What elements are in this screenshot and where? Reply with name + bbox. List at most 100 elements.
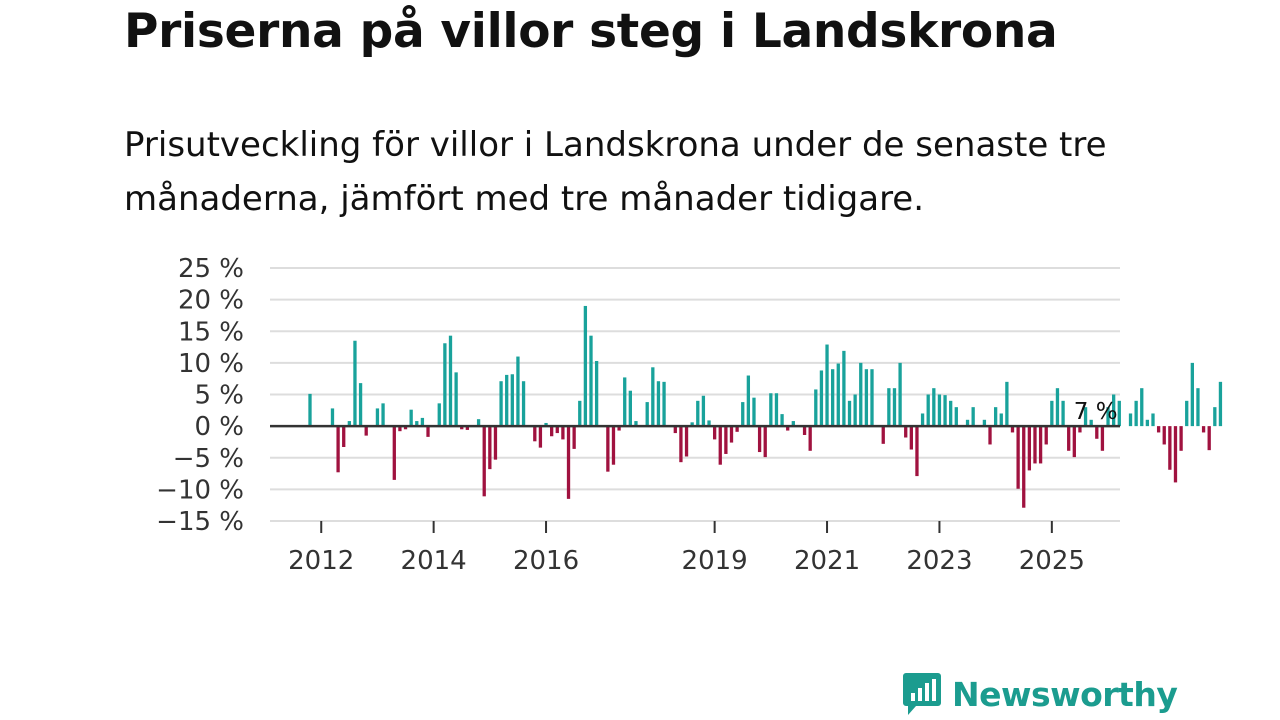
bar-positive	[937, 394, 942, 427]
bar-positive	[1145, 419, 1150, 427]
bar-positive	[746, 375, 751, 427]
brand-name: Newsworthy	[952, 674, 1178, 714]
bar-positive	[437, 403, 441, 427]
bar-positive	[409, 409, 413, 427]
bar-negative	[904, 426, 908, 438]
bar-negative	[1044, 426, 1048, 445]
chart-subtitle: Prisutveckling för villor i Landskrona u…	[124, 125, 1107, 219]
newsworthy-logo: Newsworthy	[902, 670, 1178, 718]
bar-positive	[898, 362, 902, 427]
x-tick-label: 2019	[682, 546, 748, 576]
bar-layer	[308, 305, 1223, 508]
bar-positive	[651, 367, 655, 427]
bar-positive	[741, 402, 745, 427]
bar-negative	[1100, 426, 1105, 451]
bar-positive	[943, 395, 947, 427]
bar-positive	[690, 422, 694, 427]
bar-positive	[1185, 400, 1189, 427]
bar-positive	[1128, 413, 1133, 427]
axis-layer: −15 %−10 %−5 %0 %5 %10 %15 %20 %25 % 2012…	[156, 254, 1120, 576]
bar-positive	[628, 390, 632, 427]
bar-negative	[488, 426, 492, 470]
bar-negative	[1168, 426, 1172, 470]
x-tick-label: 2025	[1019, 546, 1085, 576]
bar-negative	[611, 426, 616, 465]
bar-negative	[403, 426, 408, 430]
bar-positive	[454, 372, 458, 427]
bar-positive	[353, 340, 357, 427]
bar-negative	[673, 426, 677, 434]
bar-positive	[1083, 407, 1088, 427]
bar-negative	[684, 426, 689, 457]
bar-negative	[1033, 426, 1037, 464]
bar-negative	[364, 426, 368, 436]
x-tick-label: 2012	[288, 546, 354, 576]
bar-positive	[971, 407, 975, 427]
bar-positive	[448, 335, 453, 427]
bar-positive	[1196, 388, 1200, 427]
bar-chart: −15 %−10 %−5 %0 %5 %10 %15 %20 %25 % 2012…	[156, 254, 1223, 576]
bar-positive	[864, 369, 869, 427]
bar-negative	[561, 426, 565, 440]
bar-negative	[342, 426, 346, 447]
bar-positive	[1061, 400, 1065, 427]
bar-positive	[836, 363, 840, 427]
bar-positive	[954, 407, 958, 427]
x-tick-label: 2021	[794, 546, 860, 576]
bar-positive	[993, 407, 998, 427]
bar-positive	[583, 305, 588, 427]
bar-positive	[1140, 388, 1144, 427]
bar-negative	[1016, 426, 1020, 489]
bar-negative	[718, 426, 722, 465]
bar-positive	[578, 400, 582, 427]
bar-positive	[645, 402, 649, 427]
y-tick-label: −10 %	[156, 475, 244, 505]
bar-negative	[482, 426, 486, 497]
bar-negative	[617, 426, 621, 431]
bar-positive	[769, 393, 773, 427]
bar-positive	[476, 419, 481, 427]
bar-positive	[1213, 407, 1217, 427]
bar-positive	[707, 420, 711, 427]
bar-positive	[774, 393, 779, 427]
bar-positive	[853, 394, 857, 427]
bar-positive	[505, 374, 509, 427]
bar-negative	[460, 426, 464, 430]
bar-negative	[802, 426, 807, 435]
bar-negative	[1027, 426, 1032, 471]
bar-positive	[814, 389, 818, 427]
bar-negative	[881, 426, 885, 444]
bar-positive	[1190, 362, 1194, 427]
bar-negative	[392, 426, 396, 480]
bar-positive	[516, 356, 520, 427]
y-tick-label: 0 %	[194, 412, 244, 442]
bar-positive	[859, 362, 863, 427]
bar-negative	[533, 426, 537, 442]
bar-positive	[920, 413, 925, 427]
bar-negative	[1038, 426, 1043, 464]
bar-positive	[842, 350, 846, 427]
bar-positive	[443, 343, 447, 427]
bar-positive	[656, 381, 661, 427]
bar-positive	[999, 413, 1003, 427]
bar-positive	[308, 393, 312, 427]
bar-negative	[550, 426, 554, 437]
bar-positive	[662, 381, 666, 427]
bar-negative	[606, 426, 610, 472]
bar-positive	[1089, 419, 1093, 427]
bar-negative	[786, 426, 790, 431]
bar-positive	[1112, 394, 1116, 427]
y-tick-label: −5 %	[173, 444, 244, 474]
x-tick-label: 2023	[906, 546, 972, 576]
bar-positive	[870, 369, 874, 427]
bar-negative	[808, 426, 812, 451]
bar-positive	[887, 388, 891, 427]
bar-negative	[1078, 426, 1082, 433]
bar-positive	[949, 400, 953, 427]
bar-positive	[375, 408, 380, 427]
bar-negative	[398, 426, 402, 432]
bar-negative	[426, 426, 430, 437]
bar-negative	[1173, 426, 1178, 483]
bar-positive	[330, 408, 335, 427]
bar-negative	[735, 426, 739, 432]
